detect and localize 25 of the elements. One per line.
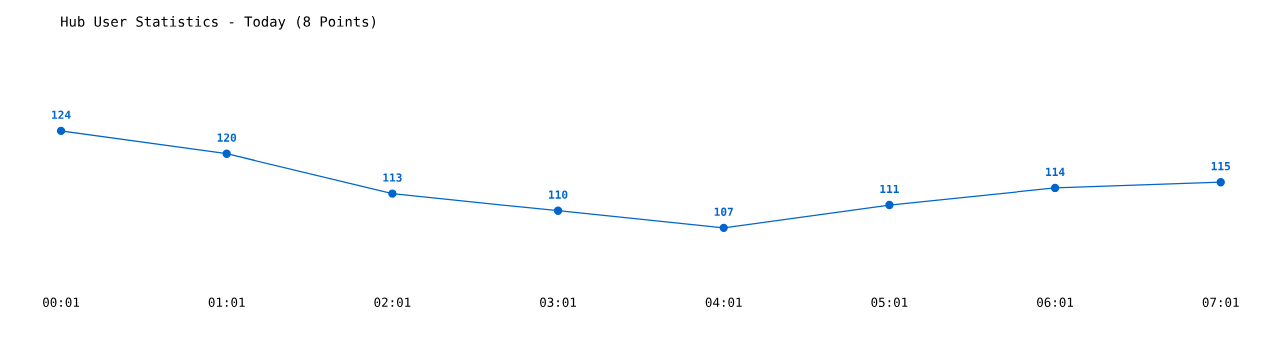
data-label: 124 [52, 110, 71, 119]
data-label: 113 [383, 173, 402, 182]
chart-title: Hub User Statistics - Today (8 Points) [61, 16, 376, 30]
x-tick-label: 03:01 [540, 297, 577, 308]
x-tick-label: 07:01 [1202, 297, 1239, 308]
x-tick-label: 00:01 [43, 297, 80, 308]
x-tick-label: 01:01 [208, 297, 245, 308]
x-tick-label: 06:01 [1037, 297, 1074, 308]
data-label: 114 [1046, 167, 1065, 176]
point [56, 126, 66, 136]
data-label: 107 [714, 207, 733, 216]
point [885, 200, 894, 210]
x-tick-label: 04:01 [705, 297, 742, 308]
point [553, 206, 563, 215]
x-tick-label: 02:01 [374, 297, 411, 308]
data-label: 115 [1211, 162, 1231, 171]
point [388, 189, 397, 198]
point [222, 149, 231, 158]
x-tick-label: 05:01 [871, 297, 908, 308]
data-label: 111 [880, 184, 899, 194]
data-label: 120 [217, 133, 237, 142]
point [1216, 178, 1225, 187]
point [1050, 183, 1060, 193]
data-label: 110 [549, 190, 568, 199]
point [719, 223, 728, 233]
